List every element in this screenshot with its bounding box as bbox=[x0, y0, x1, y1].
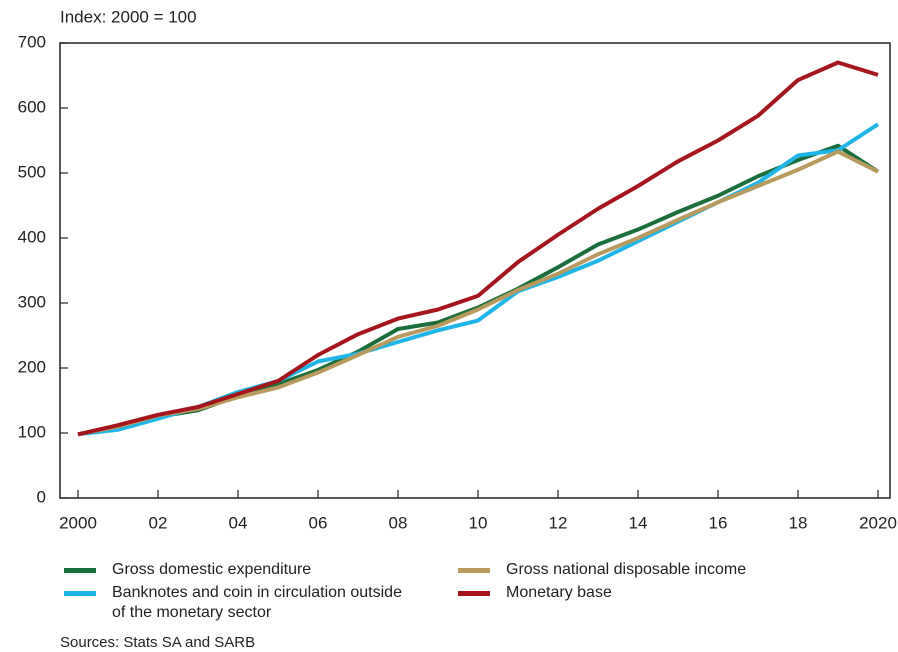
x-tick-label: 10 bbox=[469, 513, 488, 532]
source: Sources: Stats SA and SARB bbox=[60, 634, 256, 651]
legend-label: Gross domestic expenditure bbox=[112, 561, 312, 578]
y-tick-label: 200 bbox=[18, 357, 46, 376]
legend-swatch bbox=[64, 568, 96, 573]
x-tick-label: 2000 bbox=[59, 513, 97, 532]
x-tick-label: 2020 bbox=[859, 513, 897, 532]
plot-frame bbox=[59, 42, 891, 499]
y-tick-label: 700 bbox=[18, 32, 46, 51]
y-tick-label: 100 bbox=[18, 422, 46, 441]
legend-swatch bbox=[64, 591, 96, 596]
y-tick-label: 500 bbox=[18, 162, 46, 181]
legend-swatch bbox=[458, 591, 490, 596]
x-tick-label: 02 bbox=[149, 513, 168, 532]
y-tick-label: 0 bbox=[37, 487, 46, 506]
y-tick-label: 600 bbox=[18, 97, 46, 116]
x-tick-label: 08 bbox=[389, 513, 408, 532]
x-tick-label: 18 bbox=[789, 513, 808, 532]
x-tick-label: 12 bbox=[549, 513, 568, 532]
legend-label: Monetary base bbox=[506, 584, 612, 601]
x-tick-label: 04 bbox=[229, 513, 248, 532]
line-series bbox=[77, 149, 879, 437]
line-series bbox=[77, 143, 880, 437]
x-tick-label: 16 bbox=[709, 513, 728, 532]
legend-label: Banknotes and coin in circulation outsid… bbox=[112, 584, 402, 621]
x-tick-label: 06 bbox=[309, 513, 328, 532]
legend-label: Gross national disposable income bbox=[506, 561, 747, 578]
y-tick-label: 400 bbox=[18, 227, 46, 246]
line-series bbox=[77, 122, 880, 437]
x-tick-label: 14 bbox=[629, 513, 648, 532]
y-tick-label: 300 bbox=[18, 292, 46, 311]
y-axis-label: Index: 2000 = 100 bbox=[60, 7, 197, 26]
legend-swatch bbox=[458, 568, 490, 573]
chart: Index: 2000 = 100 0 100 200 300 400 500 600 700… bbox=[18, 7, 897, 532]
line-series bbox=[77, 60, 879, 437]
